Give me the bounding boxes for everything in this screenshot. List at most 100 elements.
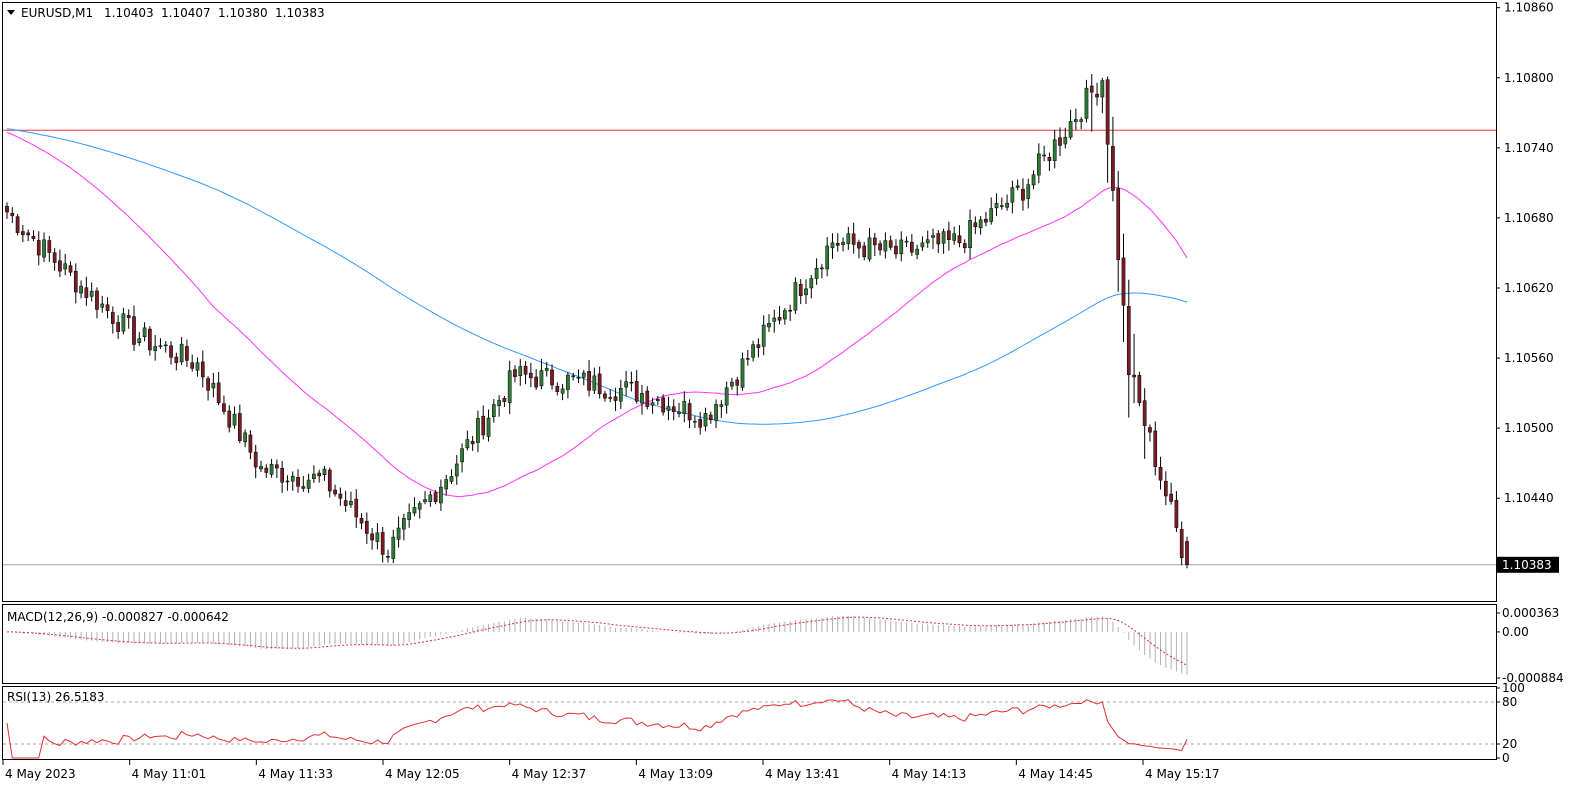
candle-body (1095, 93, 1099, 98)
candle-body (290, 475, 295, 482)
candle-body (15, 216, 20, 233)
candle (481, 405, 486, 440)
candle-body (380, 532, 385, 555)
candle (894, 239, 898, 259)
candle (142, 322, 147, 342)
dropdown-triangle-icon[interactable] (7, 10, 15, 15)
candle-body (915, 248, 919, 255)
candle-body (973, 222, 978, 227)
candle (999, 197, 1004, 210)
candle-body (10, 212, 15, 217)
candle (179, 337, 184, 366)
candle-body (31, 235, 36, 239)
candle-body (978, 219, 983, 229)
candle-body (232, 414, 237, 426)
candle (312, 465, 316, 483)
candle-body (883, 240, 888, 252)
candle (407, 503, 411, 528)
candle (507, 360, 512, 415)
ma-fast-line (6, 131, 1188, 498)
candle-body (174, 356, 179, 363)
candle-body (571, 375, 576, 378)
candle-body (84, 287, 89, 298)
candle-body (206, 378, 210, 391)
candle-body (798, 284, 803, 297)
candle (703, 407, 708, 432)
candle (1100, 77, 1105, 114)
candle (158, 338, 163, 349)
candle-body (947, 230, 951, 240)
candle (989, 197, 994, 225)
price-tick-label: 1.10860 (1504, 1, 1554, 15)
candle (1132, 333, 1136, 404)
candle-body (793, 282, 798, 311)
main-panel[interactable] (2, 2, 1497, 602)
time-tick-label: 4 May 15:17 (1145, 767, 1220, 781)
candle (804, 279, 808, 305)
candle (259, 460, 263, 473)
candle-body (539, 370, 544, 387)
macd-panel[interactable] (2, 604, 1497, 684)
candle (174, 352, 179, 371)
candle (1158, 456, 1163, 490)
candle-body (534, 376, 538, 388)
candle-body (814, 267, 819, 279)
candle (454, 455, 459, 485)
candle (322, 466, 327, 481)
candle-body (1116, 188, 1121, 261)
candle-body (899, 239, 904, 255)
candle (47, 236, 52, 262)
candle-body (312, 473, 316, 479)
rsi-panel[interactable] (2, 686, 1497, 760)
candle (26, 229, 31, 242)
candle-body (1079, 119, 1084, 122)
candle-body (449, 476, 454, 482)
candle (417, 501, 422, 519)
candle (544, 361, 549, 377)
candle (1037, 143, 1041, 184)
candle-body (894, 245, 898, 255)
candle-body (719, 404, 724, 407)
candle (698, 411, 703, 435)
candle (1063, 127, 1068, 149)
candle (148, 326, 152, 356)
candle (396, 516, 401, 548)
candle-body (835, 243, 840, 246)
candle-body (788, 309, 792, 312)
candle-body (560, 388, 565, 394)
macd-tick-label: -0.000884 (1502, 671, 1564, 685)
candle-body (777, 316, 782, 321)
candle-body (1047, 157, 1052, 161)
candle (253, 444, 258, 479)
candle-body (63, 263, 68, 270)
candle-body (470, 441, 475, 445)
candle-body (936, 233, 941, 245)
candle (798, 279, 803, 305)
candle (592, 367, 597, 395)
candle (629, 371, 634, 392)
time-tick-label: 4 May 12:05 (385, 767, 460, 781)
candle (835, 233, 840, 252)
candle-body (68, 265, 73, 273)
candle (846, 226, 851, 250)
rsi-tick-label: 20 (1502, 737, 1517, 751)
candle-body (1126, 306, 1131, 375)
candle-body (910, 241, 914, 253)
candle-body (740, 358, 745, 388)
price-tick-label: 1.10440 (1504, 491, 1554, 505)
candle (206, 376, 210, 401)
candle-body (1121, 257, 1126, 306)
candle (153, 335, 157, 361)
candle (888, 235, 893, 251)
candle (1026, 178, 1031, 209)
candle (185, 339, 189, 368)
low-value: 1.10380 (218, 6, 268, 20)
candle (608, 389, 613, 403)
candle-body (1058, 137, 1062, 146)
candle (359, 513, 364, 530)
candle (275, 459, 279, 478)
candle (809, 274, 814, 299)
candle-body (227, 410, 232, 428)
